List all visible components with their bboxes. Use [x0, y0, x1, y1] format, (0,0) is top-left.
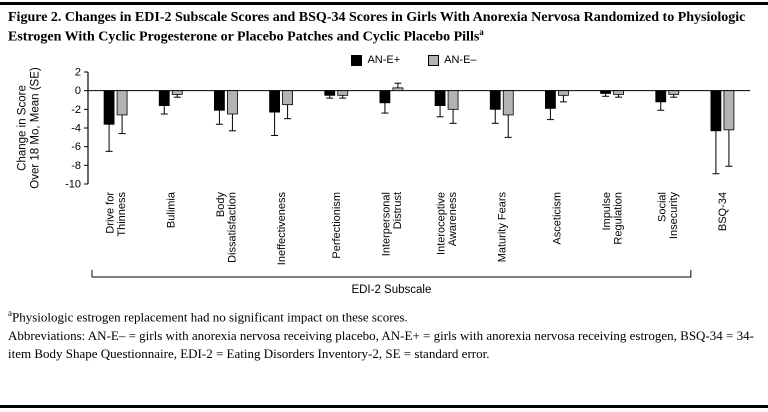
figure-title: Figure 2. Changes in EDI-2 Subscale Scor… — [0, 0, 768, 49]
legend-item-ane-plus: AN-E+ — [351, 54, 400, 66]
category-label: Asceticism — [552, 192, 564, 245]
category-label: Bulimia — [166, 191, 178, 228]
bar — [447, 90, 459, 110]
legend-swatch-ane-minus — [428, 54, 440, 66]
bar — [269, 90, 280, 113]
category-label: ImpulseRegulation — [601, 192, 625, 245]
footnotes: aPhysiologic estrogen replacement had no… — [0, 302, 768, 363]
bar — [379, 90, 391, 104]
bar — [392, 87, 404, 92]
category-label: BSQ-34 — [717, 192, 729, 231]
footnote-a-text: Physiologic estrogen replacement had no … — [12, 309, 408, 325]
footnote-a-superscript: a — [8, 308, 12, 319]
bar — [502, 90, 514, 116]
y-tick-label: -2 — [71, 104, 81, 116]
bar — [613, 90, 624, 95]
legend-label-ane-plus: AN-E+ — [367, 54, 401, 67]
bar — [214, 90, 225, 111]
category-label: Ineffectiveness — [276, 192, 288, 266]
bar — [600, 90, 611, 94]
y-tick-label: -6 — [71, 141, 81, 153]
category-label: SocialInsecurity — [656, 192, 680, 240]
legend-item-ane-minus: AN-E– — [428, 54, 477, 67]
bar — [434, 90, 446, 107]
y-tick-label: -10 — [65, 179, 81, 191]
y-tick-label: -4 — [71, 123, 81, 135]
figure-title-superscript: a — [479, 27, 484, 38]
bar — [558, 90, 569, 96]
bar — [116, 90, 128, 116]
y-tick-label: 0 — [75, 85, 81, 97]
category-label: Maturity Fears — [497, 192, 509, 263]
top-rule — [0, 2, 768, 5]
bottom-rule — [0, 405, 768, 408]
bar — [158, 90, 170, 107]
y-tick-label: 2 — [75, 67, 81, 79]
category-label: InteroceptiveAwareness — [436, 192, 460, 255]
category-label: Perfectionism — [331, 192, 343, 259]
bar — [227, 90, 238, 115]
y-axis-label: Change in ScoreOver 18 Mo, Mean (SE) — [17, 67, 42, 189]
bar — [668, 90, 680, 95]
footnote-a: aPhysiologic estrogen replacement had no… — [8, 307, 758, 327]
bar — [710, 90, 722, 132]
bar — [337, 90, 349, 96]
chart-svg: 2 0 -2 -4 -6 -8 -10 Drive forThinness Bulimia Bod… — [17, 67, 750, 296]
figure-title-text: Figure 2. Changes in EDI-2 Subscale Scor… — [8, 10, 746, 45]
group-axis-label: EDI-2 Subscale — [351, 284, 431, 296]
bar — [171, 90, 183, 95]
bar — [489, 90, 501, 110]
bar — [282, 90, 293, 106]
group-bracket — [91, 270, 692, 278]
bar — [103, 90, 115, 125]
category-label: BodyDissatisfaction — [215, 192, 239, 263]
category-label: Drive forThinness — [105, 192, 128, 237]
legend-swatch-ane-plus — [351, 54, 363, 66]
bar — [324, 90, 336, 96]
legend-label-ane-minus: AN-E– — [444, 54, 477, 67]
bar — [655, 90, 667, 103]
chart-legend: AN-E+ AN-E– — [0, 54, 768, 66]
footnote-abbreviations: Abbreviations: AN-E– = girls with anorex… — [8, 327, 754, 361]
y-tick-label: -8 — [71, 160, 81, 172]
bar — [723, 90, 735, 131]
bar — [545, 90, 556, 109]
category-label: InterpersonalDistrust — [380, 192, 404, 256]
